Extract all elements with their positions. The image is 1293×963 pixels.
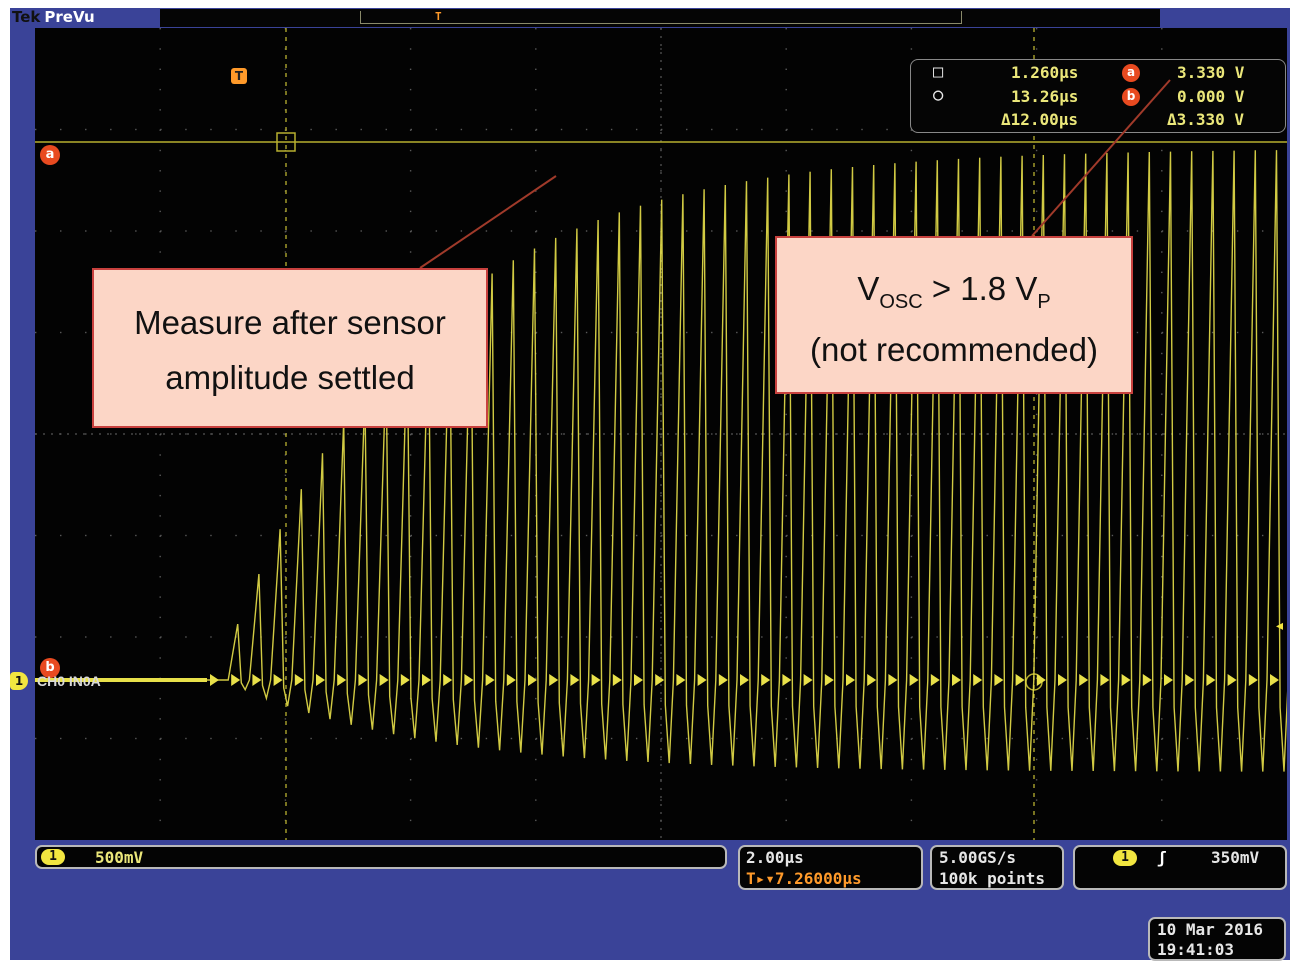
cursor-readout: □ ○ 1.260µs 13.26µs Δ12.00µs a b 3.330 V… <box>910 59 1286 133</box>
note-left-line-2: amplitude settled <box>165 359 415 396</box>
trigger-position-value: T▸▾7.26000µs <box>746 869 862 888</box>
cursor-b-badge[interactable]: b <box>40 658 60 678</box>
channel-label: CH0 IN0A <box>37 673 101 689</box>
sample-rate: 5.00GS/s <box>939 848 1017 867</box>
time-per-div: 2.00µs <box>746 848 804 867</box>
waveform-trace <box>35 150 1287 772</box>
mode-label: PreVu <box>44 8 95 26</box>
vertical-scale-readout[interactable]: 1 500mV <box>35 845 727 869</box>
brand-label: Tek PreVu <box>12 7 95 27</box>
cursor-time-delta: Δ12.00µs <box>1001 110 1079 129</box>
cursor-volt-a: 3.330 V <box>1177 63 1245 82</box>
vosc-v: V <box>857 270 880 307</box>
record-view-window[interactable] <box>360 11 962 24</box>
vosc-comparison: > 1.8 V <box>922 270 1038 307</box>
note-left-line-1: Measure after sensor <box>134 304 446 341</box>
horizontal-scale-readout[interactable]: 2.00µs T▸▾7.26000µs <box>738 845 923 890</box>
cursor-volt-delta: Δ3.330 V <box>1167 110 1245 129</box>
square-cursor-icon: □ <box>933 62 944 82</box>
vertical-scale-value: 500mV <box>95 848 144 867</box>
date-time-readout: 10 Mar 2016 19:41:03 <box>1148 917 1286 961</box>
trigger-channel-badge: 1 <box>1113 850 1137 866</box>
record-trigger-marker: T <box>435 10 442 23</box>
annotation-settled-note: Measure after sensor amplitude settled <box>92 268 488 428</box>
vosc-subscript: OSC <box>879 291 923 313</box>
circle-cursor-icon: ○ <box>933 85 944 105</box>
readout-b-badge: b <box>1122 88 1140 106</box>
cursor-volt-b: 0.000 V <box>1177 87 1245 106</box>
acquisition-readout[interactable]: 5.00GS/s 100k points <box>930 845 1064 890</box>
annotation-overdrive-note: VOSC > 1.8 VP (not recommended) <box>775 236 1133 394</box>
channel-1-ground-marker[interactable]: 1 <box>10 672 28 690</box>
waveform-display[interactable]: T <box>35 28 1287 840</box>
trigger-position-marker[interactable]: T <box>231 68 247 84</box>
brand-tek: Tek <box>12 8 41 26</box>
note-right-line-1: VOSC > 1.8 VP <box>777 261 1131 322</box>
note-right-line-2: (not recommended) <box>810 331 1098 368</box>
trigger-readout[interactable]: 1 ʃ 350mV <box>1073 845 1287 890</box>
cursor-time-2: 13.26µs <box>1011 87 1079 106</box>
cursor-a-badge[interactable]: a <box>40 145 60 165</box>
cursor-time-1: 1.260µs <box>1011 63 1079 82</box>
time-value: 19:41:03 <box>1157 940 1235 959</box>
readout-a-badge: a <box>1122 64 1140 82</box>
record-view-bar[interactable] <box>160 9 1160 27</box>
rising-edge-icon: ʃ <box>1157 848 1167 867</box>
vertical-channel-badge: 1 <box>41 849 65 865</box>
trigger-level-arrow-icon[interactable]: ◂ <box>1276 618 1284 634</box>
vp-subscript: P <box>1037 291 1051 313</box>
trigger-level: 350mV <box>1211 848 1260 867</box>
date-value: 10 Mar 2016 <box>1157 920 1263 939</box>
record-length: 100k points <box>939 869 1045 888</box>
